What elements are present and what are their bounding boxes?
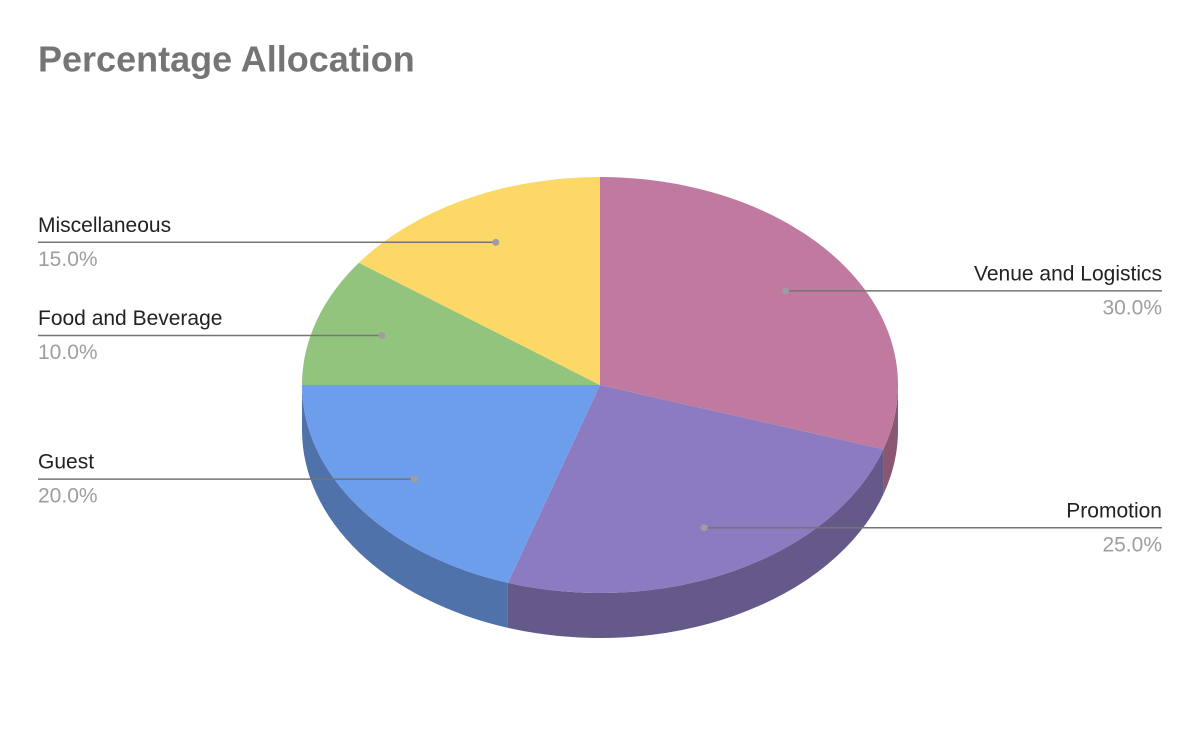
leader-dot	[492, 238, 500, 246]
pie-slice	[600, 177, 898, 450]
pie-slice	[302, 385, 600, 583]
slice-label: Promotion	[1066, 499, 1162, 522]
pie-slice	[507, 385, 884, 594]
slice-value-label: 20.0%	[38, 485, 98, 508]
leader-dot	[378, 332, 386, 340]
pie-slice	[302, 262, 600, 385]
leader-dot	[700, 524, 708, 532]
slice-label: Miscellaneous	[38, 214, 171, 237]
slice-value-label: 25.0%	[1102, 533, 1162, 556]
chart-title: Percentage Allocation	[38, 39, 415, 80]
slice-side	[883, 385, 898, 495]
slice-side	[302, 385, 508, 628]
slice-label: Venue and Logistics	[974, 262, 1162, 285]
slice-side	[507, 449, 884, 638]
slice-value-label: 10.0%	[38, 341, 98, 364]
leader-dot	[782, 287, 790, 295]
pie-slice	[358, 177, 600, 385]
slice-value-label: 30.0%	[1102, 296, 1162, 319]
slice-label: Guest	[38, 451, 94, 474]
leader-dot	[410, 475, 418, 483]
slice-value-label: 15.0%	[38, 248, 98, 271]
slice-label: Food and Beverage	[38, 307, 222, 330]
